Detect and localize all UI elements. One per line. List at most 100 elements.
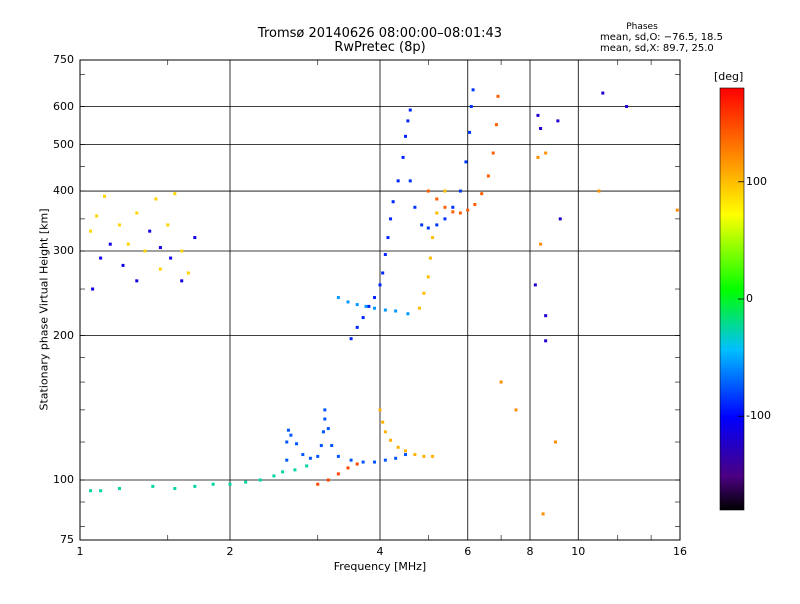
data-point [597,189,601,193]
data-point [361,316,365,320]
phases-title: Phases [626,22,658,32]
data-point [211,482,215,486]
data-point [464,160,468,164]
data-point [431,236,435,240]
data-point [499,380,503,384]
data-point [422,291,426,295]
x-tick-label: 1 [76,545,84,558]
data-point [413,453,417,457]
data-point [166,223,170,227]
data-point [108,242,112,246]
data-point [316,482,320,486]
data-point [301,453,305,457]
data-point [272,474,276,478]
data-point [406,119,410,123]
y-tick-label: 100 [53,473,74,487]
data-point [89,489,93,493]
data-point [544,314,548,318]
grid-lines [80,60,680,540]
data-point [435,223,439,227]
data-point [121,263,125,267]
data-point [625,105,629,109]
data-point [316,454,320,458]
y-tick-label: 300 [53,244,74,257]
data-point [326,427,330,431]
data-point [558,217,562,221]
data-point [349,458,353,462]
data-point [373,460,377,464]
data-point [491,151,495,155]
data-point [323,408,327,412]
data-point [373,306,377,310]
data-point [99,489,103,493]
data-point [383,458,387,462]
x-tick-label: 10 [571,545,586,558]
data-point [285,440,289,444]
colorbar-tick-label: 0 [746,292,753,305]
data-point [435,197,439,201]
y-tick-label: 600 [53,99,74,113]
data-point [435,211,439,215]
data-point [403,134,407,138]
data-point [367,304,371,308]
data-point [383,253,387,257]
data-point [383,308,387,312]
data-point [258,478,262,482]
data-point [389,217,393,221]
data-point [386,236,390,240]
data-point [536,113,540,117]
data-point [426,226,430,230]
phase-mean-o: mean, sd,O: −76.5, 18.5 [600,32,723,43]
data-point [396,445,400,449]
data-point [539,126,543,130]
data-point [496,94,500,98]
data-point [468,130,472,134]
data-point [451,205,455,209]
data-point [431,454,435,458]
y-tick-label: 200 [53,328,74,342]
data-point [514,408,518,412]
data-point [151,484,155,488]
data-point [494,123,498,127]
data-point [289,433,293,437]
data-point [539,242,543,246]
colorbar-tick-label: -100 [746,409,771,423]
data-point [486,174,490,178]
data-point [349,337,353,341]
data-point [451,210,455,214]
data-point [675,208,679,212]
data-point [158,267,162,271]
data-point [143,249,147,253]
data-point [308,456,312,460]
data-point [193,236,197,240]
x-axis-label: Frequency [MHz] [333,560,427,573]
data-point [544,151,548,155]
data-point [443,217,447,221]
data-point [148,229,152,233]
data-point [401,155,405,159]
data-point [601,91,605,95]
data-point [135,211,139,215]
data-point [533,283,537,287]
x-tick-label: 8 [526,545,534,558]
x-tick-label: 6 [464,545,472,558]
data-point [406,312,410,316]
data-point [305,464,309,468]
data-point [319,444,323,448]
data-point [471,88,475,92]
data-point [361,460,365,464]
data-point [541,512,545,516]
data-point [323,417,327,421]
data-point [117,223,121,227]
data-point [458,189,462,193]
data-point [383,430,387,434]
data-point [422,454,426,458]
data-point [154,197,158,201]
y-tick-label: 400 [53,184,74,198]
data-point [394,456,398,460]
data-point [355,303,359,307]
data-point [126,242,130,246]
y-axis-label: Stationary phase Virtual Height [km] [37,208,51,411]
data-point [228,482,232,486]
data-point [426,189,430,193]
